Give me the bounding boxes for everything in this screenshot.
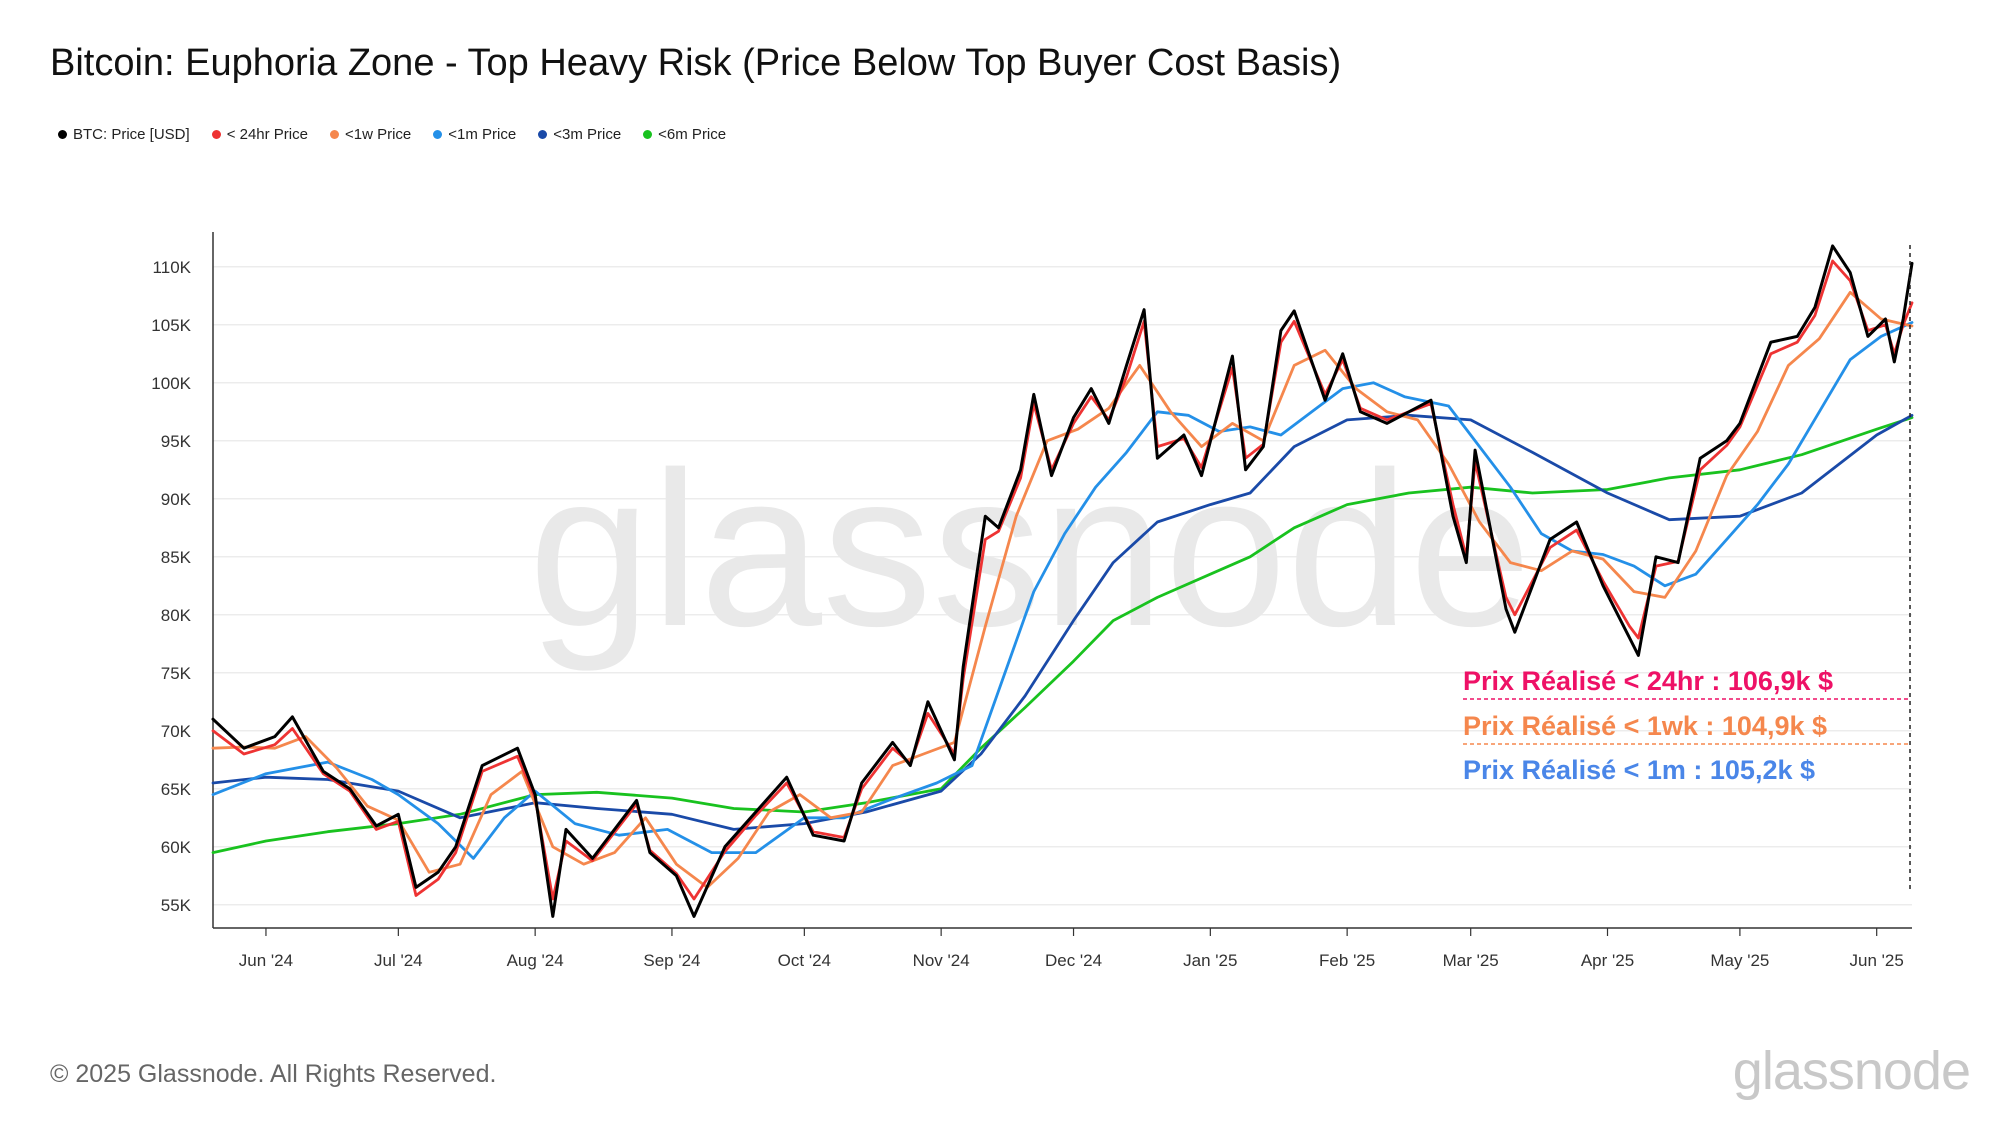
x-tick-label: Jun '24 [239,951,293,970]
legend-dot [433,130,443,139]
legend-dot [329,130,339,139]
series-line-6m-price [211,416,1914,854]
y-tick-label: 95K [161,432,192,451]
series-line-3m-price [211,413,1914,831]
legend-label: BTC: Price [USD] [73,126,190,143]
legend-item-6m-price[interactable]: <6m Price [643,126,726,143]
legend-dot [58,130,67,139]
y-tick-label: 80K [161,606,192,625]
axes: 55K 60K 65K 70K 75K 80K 85K 90K 95K 100K 105K 110K J… [151,232,1912,970]
y-tick-label: 90K [161,490,192,509]
y-tick-label: 65K [161,780,192,799]
x-tick-label: Sep '24 [643,951,700,970]
x-tick-label: Nov '24 [913,951,970,970]
y-tick-label: 100K [151,374,191,393]
y-tick-label: 70K [161,722,192,741]
legend-dot [211,130,221,139]
series-line-1w-price [211,290,1914,889]
series-line-btc-price-usd [211,244,1914,918]
annotation-1m: Prix Réalisé < 1m : 105,2k $ [1463,755,1815,785]
y-tick-label: 105K [151,316,191,335]
annotation-24hr: Prix Réalisé < 24hr : 106,9k $ [1463,666,1833,696]
legend-item-1w-price[interactable]: <1w Price [329,126,412,143]
x-tick-label: Dec '24 [1045,951,1102,970]
legend-item-1m-price[interactable]: <1m Price [433,126,516,143]
annotation-1wk: Prix Réalisé < 1wk : 104,9k $ [1463,711,1827,741]
x-tick-label: May '25 [1710,951,1769,970]
x-tick-label: Feb '25 [1319,951,1375,970]
grid [213,266,1912,906]
legend-dot [538,130,548,139]
series-lines [211,244,1914,918]
legend-label: < 24hr Price [226,126,308,143]
watermark: glassnode [529,426,1532,672]
legend: BTC: Price [USD] < 24hr Price <1w Price … [58,126,726,143]
glassnode-logo: glassnode [1732,1041,1971,1101]
legend-dot [643,130,653,139]
x-tick-label: Jul '24 [374,951,423,970]
x-tick-label: Mar '25 [1443,951,1499,970]
legend-item-btc-price[interactable]: BTC: Price [USD] [58,126,190,143]
legend-label: <1m Price [448,126,517,143]
x-tick-label: Jan '25 [1183,951,1237,970]
y-tick-label: 75K [161,664,192,683]
y-tick-label: 110K [153,258,192,277]
x-tick-label: Jun '25 [1850,951,1904,970]
x-tick-label: Apr '25 [1581,951,1634,970]
legend-item-3m-price[interactable]: <3m Price [538,126,621,143]
x-tick-label: Aug '24 [507,951,564,970]
price-chart: glassnode 55K 60K 65K 70K 75K 80K 85K 90K 95K 100… [151,232,1914,970]
chart-title: Bitcoin: Euphoria Zone - Top Heavy Risk … [50,42,1342,84]
copyright: © 2025 Glassnode. All Rights Reserved. [50,1060,497,1088]
y-tick-label: 60K [161,838,192,857]
y-tick-label: 55K [161,896,192,915]
x-tick-label: Oct '24 [778,951,831,970]
y-tick-label: 85K [161,548,192,567]
legend-label: <6m Price [658,126,727,143]
annotations: Prix Réalisé < 24hr : 106,9k $ Prix Réal… [1463,666,1910,785]
legend-item-24hr-price[interactable]: < 24hr Price [211,126,308,143]
legend-label: <3m Price [553,126,622,143]
legend-label: <1w Price [344,126,412,143]
